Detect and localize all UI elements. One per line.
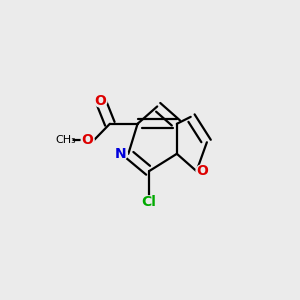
Text: O: O [82, 134, 94, 147]
Circle shape [81, 134, 94, 147]
Text: O: O [95, 94, 106, 108]
Circle shape [196, 165, 209, 178]
Text: O: O [196, 164, 208, 178]
Circle shape [59, 134, 72, 147]
Text: Cl: Cl [142, 195, 157, 209]
Circle shape [115, 147, 128, 160]
Text: N: N [115, 147, 127, 161]
Text: CH₃: CH₃ [55, 135, 76, 146]
Circle shape [143, 196, 156, 209]
Circle shape [94, 94, 107, 107]
